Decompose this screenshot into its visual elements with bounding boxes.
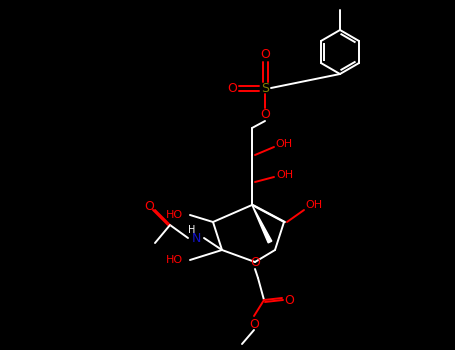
Text: OH: OH bbox=[277, 170, 293, 180]
Polygon shape bbox=[252, 205, 272, 243]
Text: O: O bbox=[144, 199, 154, 212]
Text: HO: HO bbox=[166, 210, 183, 220]
Text: OH: OH bbox=[275, 139, 293, 149]
Text: O: O bbox=[249, 317, 259, 330]
Text: O: O bbox=[227, 82, 237, 95]
Text: O: O bbox=[250, 256, 260, 268]
Text: O: O bbox=[260, 49, 270, 62]
Text: HO: HO bbox=[166, 255, 183, 265]
Text: OH: OH bbox=[305, 200, 323, 210]
Text: O: O bbox=[260, 108, 270, 121]
Text: O: O bbox=[284, 294, 294, 307]
Text: H: H bbox=[188, 225, 196, 235]
Text: S: S bbox=[261, 82, 269, 95]
Text: N: N bbox=[191, 231, 201, 245]
